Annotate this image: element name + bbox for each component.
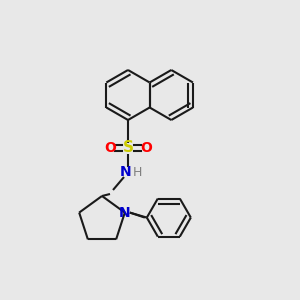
Text: S: S — [122, 140, 134, 155]
Text: O: O — [140, 141, 152, 155]
Text: N: N — [120, 165, 132, 179]
Text: O: O — [104, 141, 116, 155]
Text: N: N — [119, 206, 130, 220]
Text: H: H — [132, 167, 142, 179]
